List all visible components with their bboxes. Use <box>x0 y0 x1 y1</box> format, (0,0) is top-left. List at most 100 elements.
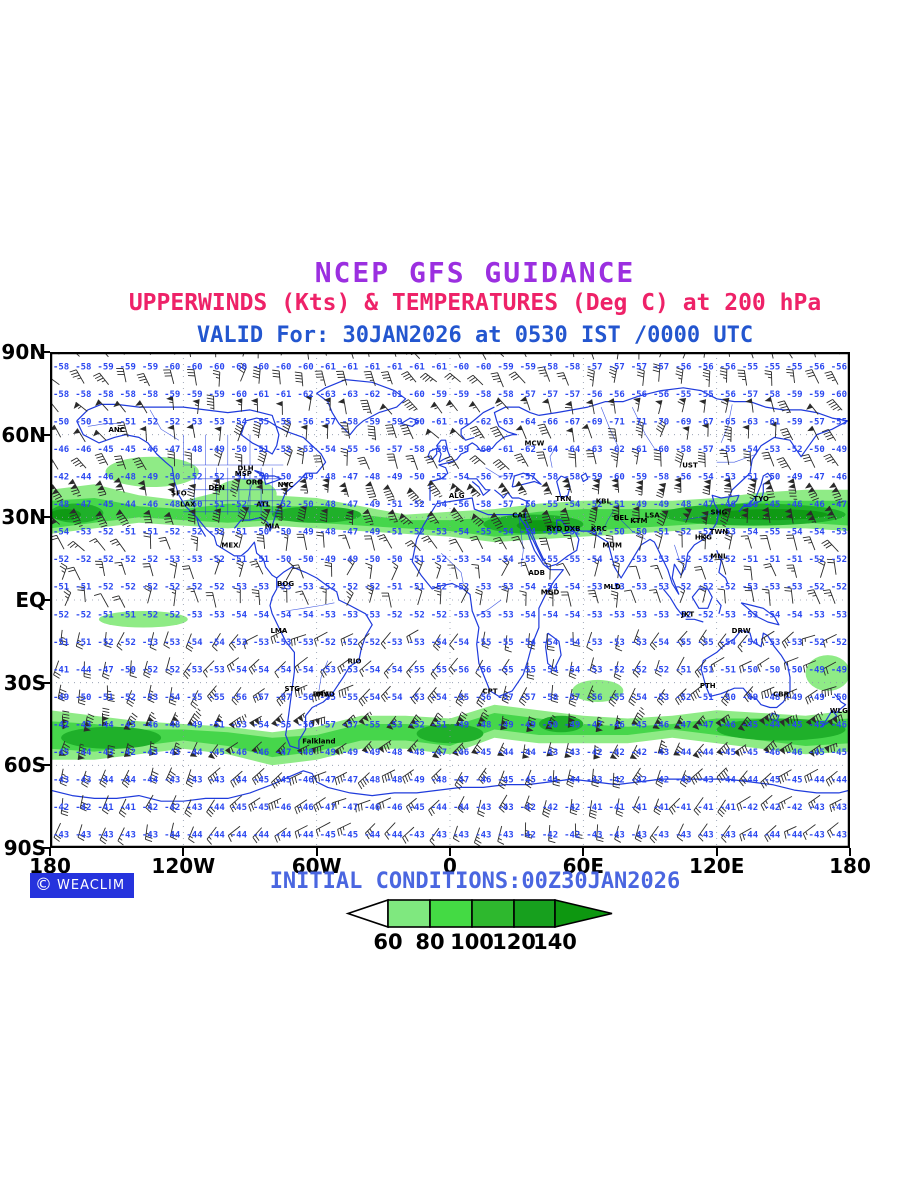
wind-barb <box>475 591 482 596</box>
wind-barb <box>77 406 82 410</box>
river-line <box>518 517 524 567</box>
wind-barb <box>746 492 754 497</box>
wind-barb-flag <box>721 397 729 403</box>
wind-barb <box>631 695 638 701</box>
temperature-value: -53 <box>431 528 447 538</box>
wind-barb <box>482 642 490 646</box>
wind-barb <box>739 643 743 648</box>
wind-barb <box>613 676 621 681</box>
wind-barb <box>379 802 382 810</box>
wind-barb <box>527 633 530 648</box>
wind-barb <box>740 535 748 537</box>
wind-barb <box>77 824 83 838</box>
x-axis-label: 180 <box>829 854 871 878</box>
wind-barb <box>165 657 171 672</box>
temperature-value: -43 <box>831 831 847 841</box>
temperature-value: -56 <box>453 500 469 510</box>
wind-barb <box>502 717 510 722</box>
temperature-value: -59 <box>364 417 380 427</box>
temperature-value: -56 <box>453 665 469 675</box>
wind-barb <box>303 505 307 520</box>
wind-barb <box>563 372 569 386</box>
wind-barb <box>514 453 522 457</box>
wind-barb <box>149 563 154 577</box>
wind-barb <box>700 638 707 644</box>
temperature-value: -42 <box>53 473 69 483</box>
wind-barb-flag <box>784 717 790 725</box>
y-axis-label: 60N <box>1 422 46 447</box>
wind-barb <box>188 774 196 779</box>
wind-barb <box>254 834 260 841</box>
wind-barb <box>212 512 220 516</box>
wind-barb <box>236 719 241 726</box>
wind-barb <box>138 375 146 379</box>
wind-barb <box>501 482 510 495</box>
wind-barb <box>673 487 681 490</box>
temperature-value: -49 <box>742 693 758 703</box>
wind-barb-flag <box>299 505 307 511</box>
wind-barb <box>653 363 661 367</box>
temperature-value: -44 <box>697 748 714 758</box>
temperature-value: -42 <box>631 748 647 758</box>
temperature-value: -57 <box>564 693 580 703</box>
temperature-value: -53 <box>764 638 780 648</box>
temperature-value: -47 <box>342 473 358 483</box>
temperature-value: -58 <box>75 390 91 400</box>
wind-barb <box>212 518 220 522</box>
wind-barb <box>124 777 131 783</box>
wind-barb <box>312 776 315 784</box>
wind-barb <box>761 638 765 646</box>
wind-barb <box>128 718 135 724</box>
wind-barb <box>217 528 225 533</box>
wind-barb <box>613 752 620 758</box>
wind-barb-flag <box>522 753 530 759</box>
wind-barb <box>498 459 510 470</box>
temperature-value: -43 <box>609 831 625 841</box>
temperature-value: -55 <box>364 721 380 731</box>
wind-barb <box>294 371 302 374</box>
wind-barb <box>560 513 568 516</box>
wind-barb-flag <box>610 753 618 760</box>
temperature-value: -43 <box>720 831 736 841</box>
temperature-value: -67 <box>564 417 580 427</box>
temperature-value: -53 <box>253 638 269 648</box>
wind-barb <box>210 407 214 410</box>
temperature-value: -52 <box>164 417 180 427</box>
wind-barb <box>562 563 571 576</box>
wind-barb <box>334 778 338 786</box>
wind-barb <box>99 839 106 845</box>
temperature-value: -55 <box>675 638 691 648</box>
y-axis-label: 90N <box>1 340 46 364</box>
wind-barb <box>402 399 409 404</box>
temperature-value: -51 <box>53 638 69 648</box>
wind-barb <box>476 836 480 840</box>
wind-barb <box>596 836 604 839</box>
station-label: DLH <box>237 464 253 472</box>
wind-barb <box>380 685 391 697</box>
temperature-value: -56 <box>609 390 625 400</box>
temperature-value: -53 <box>275 638 291 648</box>
wind-barb <box>528 719 536 724</box>
temperature-value: -49 <box>809 693 825 703</box>
wind-barb <box>108 745 116 748</box>
wind-barb <box>294 825 308 833</box>
wind-barb-flag <box>337 398 345 404</box>
wind-barb <box>284 536 288 539</box>
wind-barb <box>412 455 419 470</box>
wind-barb <box>762 454 770 457</box>
temperature-value: -56 <box>364 445 380 455</box>
wind-barb <box>68 569 76 573</box>
wind-barb <box>402 826 415 838</box>
temperature-value: -41 <box>675 803 691 813</box>
wind-barb <box>169 699 177 703</box>
wind-barb <box>827 688 829 696</box>
wind-barb <box>640 706 644 711</box>
wind-barb <box>384 822 396 835</box>
wind-barb-flag <box>785 513 793 519</box>
x-axis-tick <box>315 848 318 856</box>
wind-barb <box>376 797 392 805</box>
wind-barb <box>320 661 332 673</box>
wind-barb <box>501 585 509 589</box>
temperature-value: -56 <box>475 473 491 483</box>
wind-barb <box>168 687 173 703</box>
